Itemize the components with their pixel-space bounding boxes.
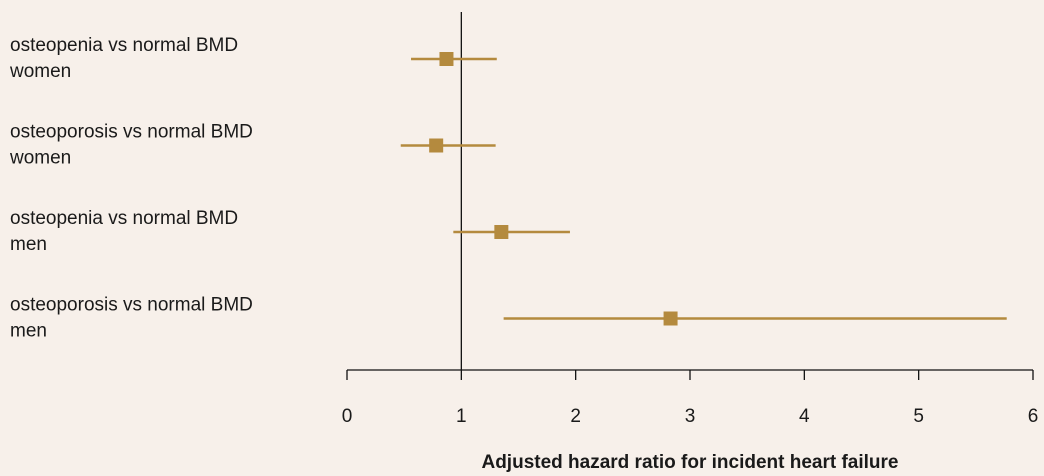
row-label-line: men (10, 234, 47, 255)
x-tick-label: 3 (685, 406, 696, 427)
estimate-row (503, 311, 1007, 326)
point-estimate-marker (663, 311, 678, 326)
x-tick-label: 1 (456, 406, 467, 427)
x-axis-title: Adjusted hazard ratio for incident heart… (481, 452, 898, 473)
x-tick-label: 0 (342, 406, 353, 427)
row-label: osteopenia vs normal BMD women (9, 35, 238, 82)
row-label-line: women (9, 148, 71, 169)
row-label-line: men (10, 321, 47, 342)
row-label-line: women (9, 61, 71, 82)
point-estimate-marker (494, 225, 509, 239)
estimate-row (411, 52, 497, 66)
row-label-line: osteoporosis vs normal BMD (10, 122, 253, 143)
row-label-line: osteopenia vs normal BMD (10, 208, 238, 229)
estimate-row (453, 225, 570, 239)
estimate-rows (400, 52, 1007, 326)
x-tick-label: 4 (799, 406, 810, 427)
x-axis: 0 1 2 3 4 5 6 (342, 369, 1039, 427)
x-tick-label: 6 (1028, 406, 1039, 427)
row-label: osteopenia vs normal BMD men (10, 208, 238, 255)
row-label-line: osteoporosis vs normal BMD (10, 295, 253, 316)
row-label: osteoporosis vs normal BMD men (10, 295, 253, 342)
point-estimate-marker (439, 52, 454, 66)
row-label-line: osteopenia vs normal BMD (10, 35, 238, 56)
x-tick-label: 5 (913, 406, 924, 427)
estimate-row (400, 138, 496, 153)
point-estimate-marker (429, 138, 444, 153)
row-labels: osteopenia vs normal BMD womenosteoporosi… (9, 35, 253, 342)
x-tick-label: 2 (570, 406, 581, 427)
row-label: osteoporosis vs normal BMD women (9, 122, 253, 169)
